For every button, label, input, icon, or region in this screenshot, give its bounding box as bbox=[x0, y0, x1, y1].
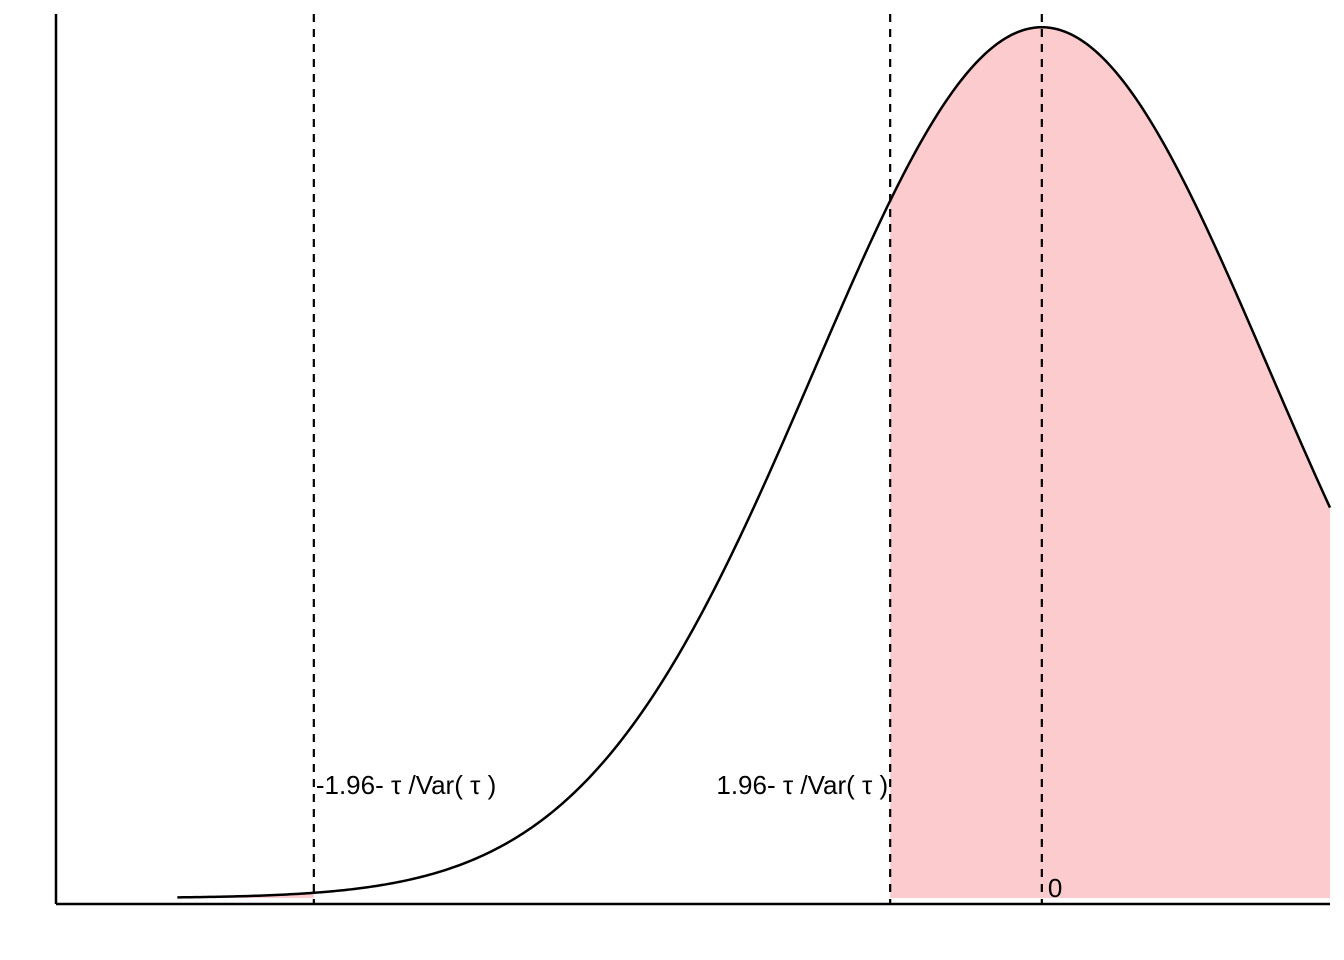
annotations: -1.96- τ /Var( τ ) 1.96- τ /Var( τ ) 0 bbox=[316, 770, 1062, 903]
reference-lines bbox=[312, 14, 1043, 904]
reference-line-label-2: 1.96- τ /Var( τ ) bbox=[716, 770, 888, 800]
shaded-regions bbox=[177, 27, 1330, 899]
reference-line-label-3: 0 bbox=[1048, 873, 1062, 903]
shaded-region-2 bbox=[890, 27, 1330, 899]
density-curve bbox=[177, 25, 1332, 899]
shaded-region-1 bbox=[177, 892, 314, 898]
reference-line-label-1: -1.96- τ /Var( τ ) bbox=[316, 770, 496, 800]
